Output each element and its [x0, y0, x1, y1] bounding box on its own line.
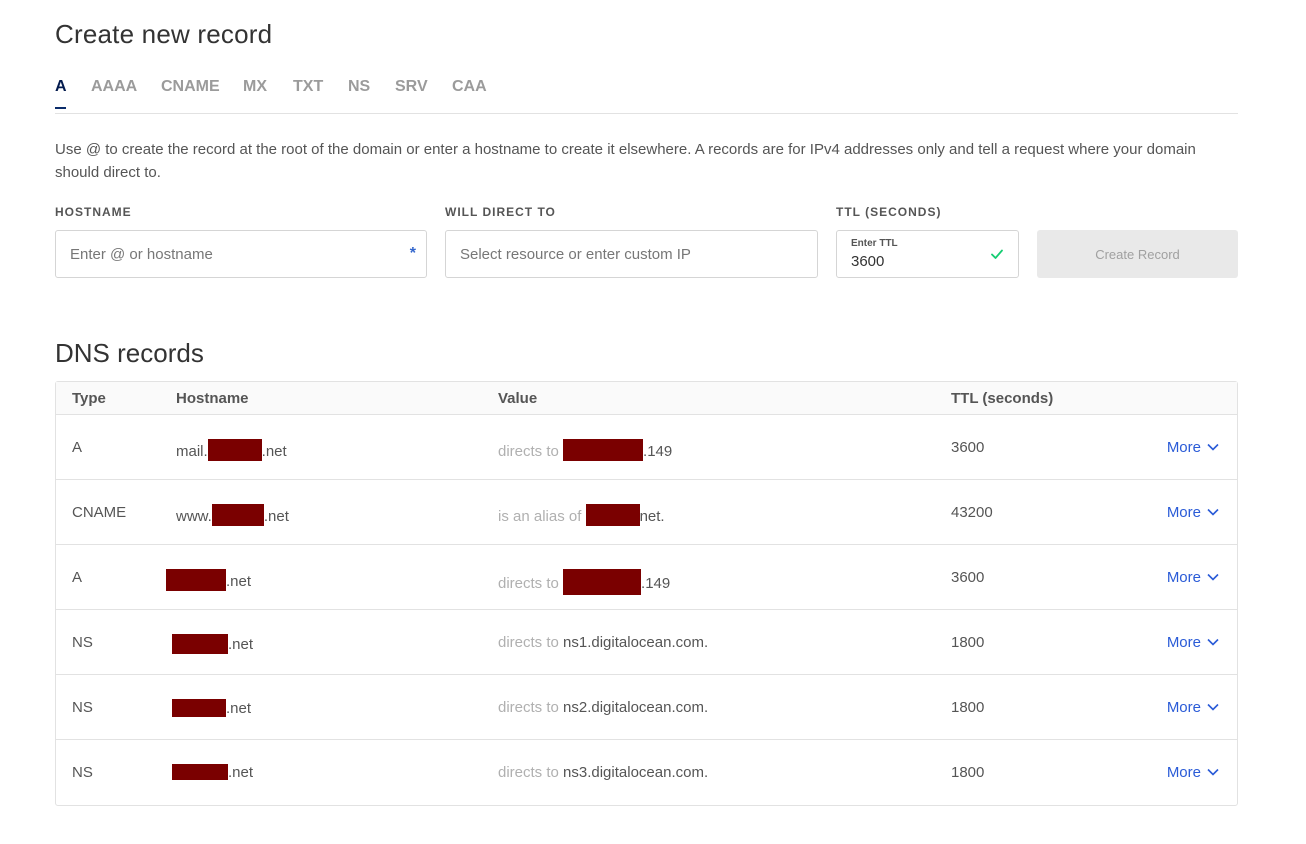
record-ttl: 43200 — [951, 504, 993, 521]
ttl-input[interactable]: Enter TTL 3600 — [836, 230, 1019, 278]
record-value: is an alias of net. — [498, 504, 665, 526]
table-row: NS .net directs to ns3.digitalocean.com.… — [56, 740, 1237, 805]
tab-a[interactable]: A — [55, 78, 67, 109]
direct-to-label: WILL DIRECT TO — [445, 205, 556, 219]
header-ttl: TTL (seconds) — [951, 390, 1054, 407]
record-value: directs to ns3.digitalocean.com. — [498, 764, 709, 781]
create-record-button[interactable]: Create Record — [1037, 230, 1238, 278]
table-row: .net NS directs to ns2.digitalocean.com.… — [56, 675, 1237, 740]
record-value: directs to ns1.digitalocean.com. — [498, 634, 709, 651]
chevron-down-icon — [1207, 508, 1219, 516]
more-dropdown[interactable]: More — [1167, 764, 1219, 781]
record-type-tabs: A AAAA CNAME MX TXT NS SRV CAA — [55, 78, 1238, 114]
hostname-label: HOSTNAME — [55, 205, 132, 219]
record-hostname: .net — [172, 764, 253, 781]
tab-ns[interactable]: NS — [348, 78, 371, 95]
direct-to-input[interactable]: Select resource or enter custom IP — [445, 230, 818, 278]
ttl-label: TTL (SECONDS) — [836, 205, 942, 219]
tab-caa[interactable]: CAA — [452, 78, 487, 95]
record-value: directs to ns2.digitalocean.com. — [498, 699, 709, 716]
redaction-block — [172, 634, 228, 654]
tab-mx[interactable]: MX — [243, 78, 267, 95]
record-value: directs to .149 — [498, 569, 670, 595]
chevron-down-icon — [1207, 638, 1219, 646]
redaction-block — [166, 569, 226, 591]
tab-aaaa[interactable]: AAAA — [91, 78, 138, 95]
header-type: Type — [72, 390, 106, 407]
page-title: Create new record — [55, 19, 273, 49]
record-hostname: .net — [166, 569, 251, 591]
tab-srv[interactable]: SRV — [395, 78, 428, 95]
redaction-block — [563, 569, 642, 595]
record-hostname: www. .net — [176, 504, 289, 526]
ttl-inner-label: Enter TTL — [851, 238, 898, 249]
tab-cname[interactable]: CNAME — [161, 78, 220, 95]
record-value: directs to .149 — [498, 439, 672, 461]
record-ttl: 3600 — [951, 569, 985, 586]
hostname-placeholder: Enter @ or hostname — [70, 246, 213, 263]
more-dropdown[interactable]: More — [1167, 699, 1219, 716]
dns-records-title: DNS records — [55, 338, 204, 368]
record-ttl: 1800 — [951, 634, 985, 651]
redaction-block — [211, 504, 264, 526]
header-value: Value — [498, 390, 538, 407]
more-dropdown[interactable]: More — [1167, 504, 1219, 521]
table-row: CNAME www. .net is an alias of net. 43200… — [56, 480, 1237, 545]
redaction-block — [563, 439, 644, 461]
record-description: Use @ to create the record at the root o… — [55, 141, 1196, 181]
checkmark-icon — [991, 249, 1003, 259]
chevron-down-icon — [1207, 573, 1219, 581]
chevron-down-icon — [1207, 443, 1219, 451]
record-type: A — [72, 439, 83, 456]
record-type: NS — [72, 634, 93, 651]
header-hostname: Hostname — [176, 390, 249, 407]
redaction-block — [172, 764, 228, 780]
table-row: A .net directs to .149 3600 More — [56, 545, 1237, 610]
record-type: NS — [72, 764, 93, 781]
ttl-value: 3600 — [851, 253, 885, 270]
redaction-block — [585, 504, 640, 526]
more-dropdown[interactable]: More — [1167, 634, 1219, 651]
record-type: A — [72, 569, 83, 586]
record-hostname: mail. .net — [176, 439, 287, 461]
redaction-block — [207, 439, 262, 461]
redaction-block — [172, 699, 226, 717]
required-asterisk-icon: * — [409, 245, 416, 262]
record-ttl: 1800 — [951, 699, 985, 716]
record-ttl: 3600 — [951, 439, 985, 456]
table-row: A mail. .net directs to .149 3600 More — [56, 415, 1237, 480]
record-ttl: 1800 — [951, 764, 985, 781]
direct-to-placeholder: Select resource or enter custom IP — [460, 246, 691, 263]
chevron-down-icon — [1207, 703, 1219, 711]
more-dropdown[interactable]: More — [1167, 569, 1219, 586]
tab-txt[interactable]: TXT — [293, 78, 324, 95]
dns-records-table: Type Hostname Value TTL (seconds) A mail… — [55, 381, 1238, 806]
table-header: Type Hostname Value TTL (seconds) — [56, 382, 1237, 415]
record-hostname: .net — [172, 634, 253, 654]
record-hostname: .net — [172, 699, 251, 717]
record-type: NS — [72, 699, 93, 716]
hostname-input[interactable]: Enter @ or hostname * — [55, 230, 427, 278]
chevron-down-icon — [1207, 768, 1219, 776]
more-dropdown[interactable]: More — [1167, 439, 1219, 456]
table-row: NS .net directs to ns1.digitalocean.com.… — [56, 610, 1237, 675]
record-type: CNAME — [72, 504, 127, 521]
